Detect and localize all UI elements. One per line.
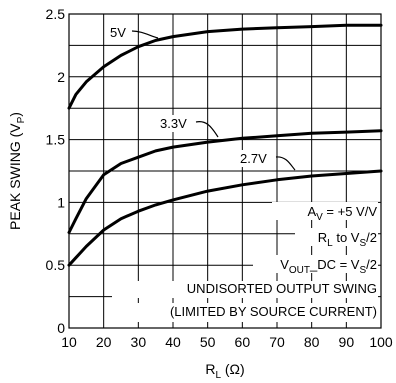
annotation-text: (LIMITED BY SOURCE CURRENT) <box>170 304 377 319</box>
annotation-text: AV = +5 V/V <box>307 204 377 223</box>
series-label: 2.7V <box>240 151 267 166</box>
x-tick-label: 80 <box>304 334 320 350</box>
text-layer: 10 20 30 40 50 60 70 80 90 100 0 0.5 1 1.5 2 2.5 RL (Ω) P… <box>7 6 393 381</box>
series-label-leader <box>195 121 219 138</box>
y-tick-label: 0 <box>57 320 65 336</box>
annotation-mask <box>112 281 378 298</box>
x-tick-label: 40 <box>165 334 181 350</box>
series-label-leader <box>275 156 296 171</box>
annotation-mask <box>272 202 378 220</box>
x-tick-label: 10 <box>61 334 77 350</box>
series-line <box>67 23 383 110</box>
series-label-mask <box>156 115 196 132</box>
y-tick-label: 2.5 <box>46 6 66 22</box>
x-tick-label: 30 <box>131 334 147 350</box>
series-label: 3.3V <box>160 116 187 131</box>
x-tick-label: 100 <box>369 334 393 350</box>
x-tick-label: 50 <box>200 334 216 350</box>
x-axis-label: RL (Ω) <box>205 361 244 381</box>
y-tick-label: 1.5 <box>46 132 66 148</box>
series-label-mask <box>106 24 132 41</box>
y-tick-label: 0.5 <box>46 257 66 273</box>
series-label: 5V <box>110 25 126 40</box>
series-line <box>67 169 383 267</box>
x-tick-label: 90 <box>339 334 355 350</box>
y-tick-label: 2 <box>57 69 65 85</box>
series-label-leader <box>131 30 159 39</box>
annotation-masks <box>106 24 378 322</box>
annotation-mask <box>112 303 378 322</box>
series-label-mask <box>236 150 276 167</box>
y-axis-label: PEAK SWING (VP) <box>7 112 27 230</box>
x-tick-label: 60 <box>235 334 251 350</box>
annotation-mask <box>295 228 378 246</box>
x-tick-label: 20 <box>96 334 112 350</box>
annotation-text: UNDISORTED OUTPUT SWING <box>187 281 377 296</box>
series-line <box>67 129 383 234</box>
annotation-text: VOUT_DC = VS/2 <box>280 257 377 276</box>
x-tick-label: 70 <box>269 334 285 350</box>
annotation-text: RL to VS/2 <box>318 230 377 249</box>
annotation-mask <box>253 255 378 273</box>
label-leaders <box>131 30 296 171</box>
y-tick-label: 1 <box>57 194 65 210</box>
series-layer <box>67 23 383 267</box>
